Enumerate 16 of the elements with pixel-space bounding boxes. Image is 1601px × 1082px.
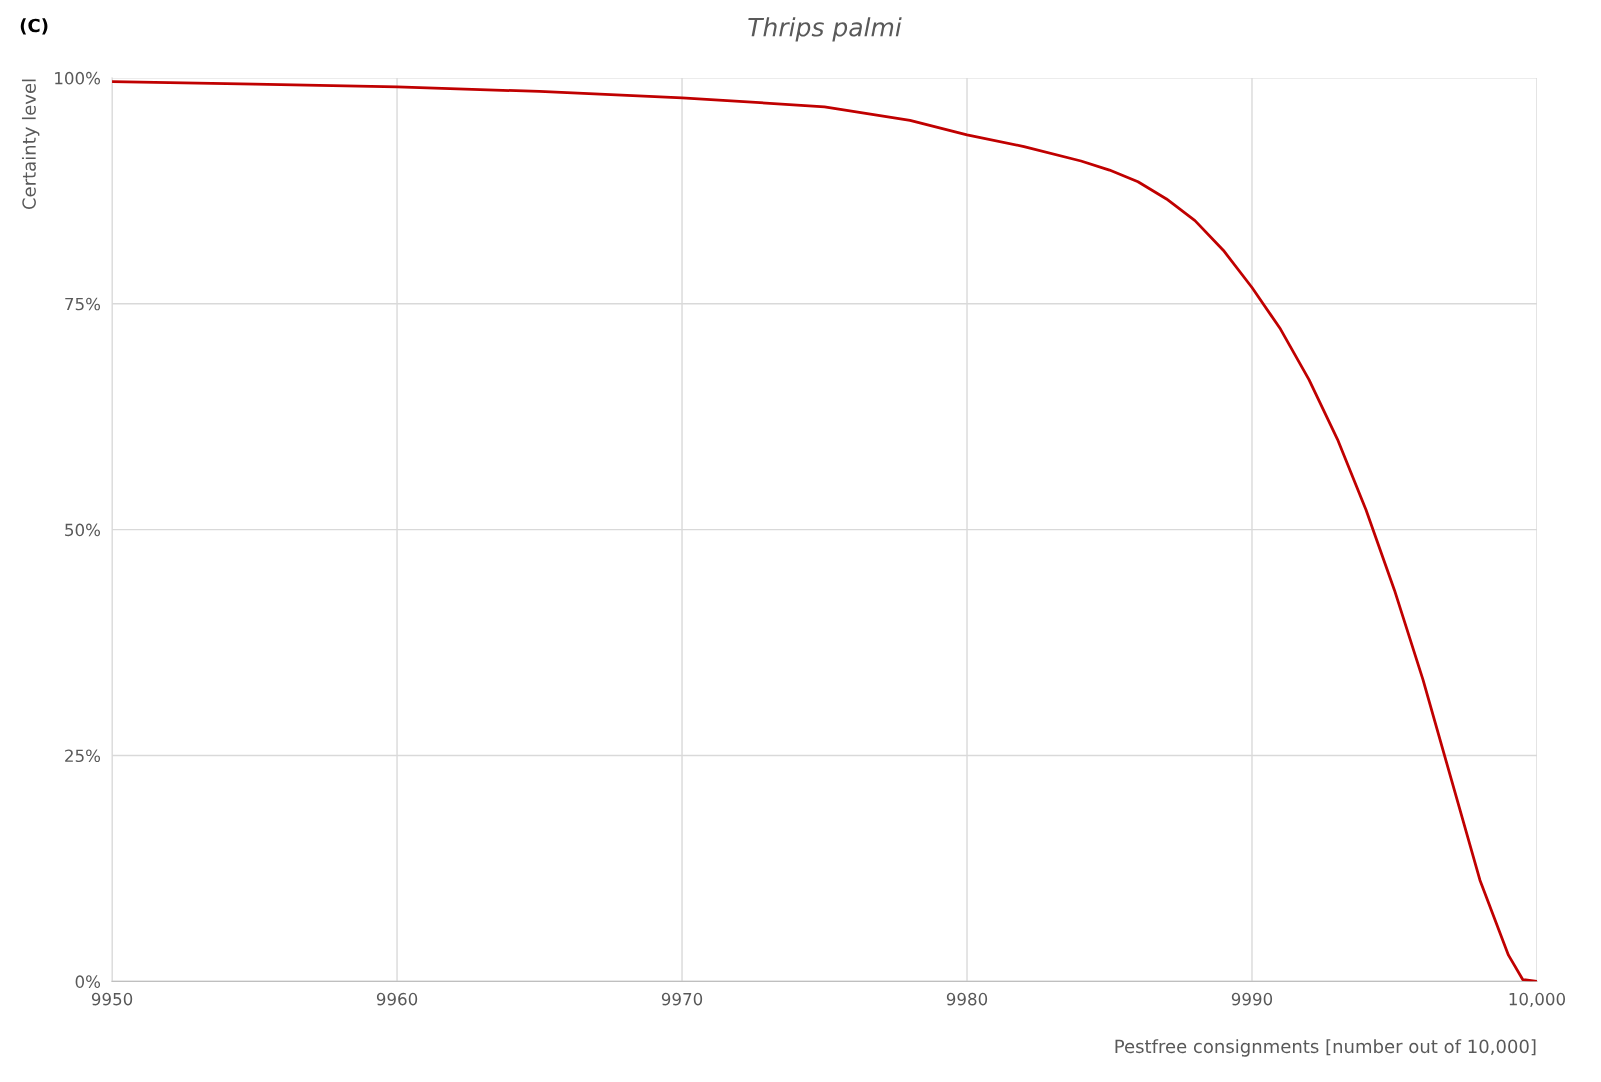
- line-series: [112, 80, 1537, 982]
- x-tick-label: 9990: [1231, 992, 1273, 1006]
- x-tick-label: 9960: [376, 992, 418, 1006]
- y-tick-label: 0%: [75, 975, 101, 988]
- x-axis-title: Pestfree consignments [number out of 10,000]: [1115, 1039, 1536, 1057]
- y-axis-title: Certainty level: [21, 79, 40, 210]
- chart-title: Thrips palmi: [748, 17, 902, 42]
- y-tick-label: 50%: [65, 523, 101, 537]
- x-tick-label: 9950: [91, 992, 133, 1006]
- x-tick-label: 10,000: [1509, 992, 1566, 1008]
- x-tick-label: 9970: [661, 992, 703, 1006]
- text: (C): [20, 18, 48, 35]
- y-tick-label: 75%: [65, 297, 101, 311]
- y-tick-label: 100%: [55, 71, 101, 85]
- y-tick-label: 25%: [65, 749, 101, 763]
- x-tick-label: 9980: [946, 992, 988, 1006]
